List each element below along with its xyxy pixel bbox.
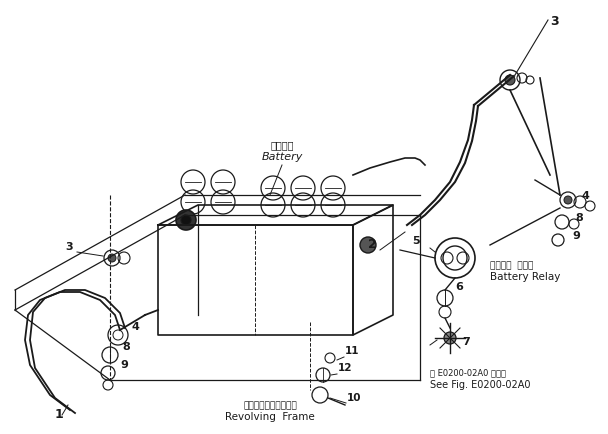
Text: 4: 4: [132, 322, 140, 332]
Circle shape: [444, 332, 456, 344]
Text: 3: 3: [550, 15, 559, 28]
Text: 8: 8: [575, 213, 582, 223]
Text: バッテリ  リレー: バッテリ リレー: [490, 261, 533, 270]
Text: バッテリ: バッテリ: [270, 140, 294, 150]
Text: See Fig. E0200-02A0: See Fig. E0200-02A0: [430, 380, 531, 390]
Text: 6: 6: [455, 282, 463, 292]
Text: 7: 7: [462, 337, 470, 347]
Text: レボルビングフレーム: レボルビングフレーム: [243, 401, 297, 410]
Text: 2: 2: [368, 238, 377, 251]
Text: 12: 12: [338, 363, 353, 373]
Circle shape: [108, 254, 116, 262]
Text: 3: 3: [65, 242, 72, 252]
Circle shape: [360, 237, 376, 253]
Text: 11: 11: [345, 346, 359, 356]
Circle shape: [181, 215, 191, 225]
Text: 5: 5: [412, 236, 420, 246]
Text: 4: 4: [582, 191, 590, 201]
Text: 図 E0200-02A0 図参照: 図 E0200-02A0 図参照: [430, 368, 506, 377]
Circle shape: [505, 75, 515, 85]
Text: 8: 8: [122, 342, 130, 352]
Circle shape: [564, 196, 572, 204]
Text: 9: 9: [572, 231, 580, 241]
Text: Revolving  Frame: Revolving Frame: [225, 412, 315, 422]
Text: 9: 9: [120, 360, 128, 370]
Text: Battery: Battery: [261, 152, 303, 162]
Text: 1: 1: [55, 408, 64, 421]
Circle shape: [176, 210, 196, 230]
Text: 10: 10: [347, 393, 362, 403]
Text: Battery Relay: Battery Relay: [490, 272, 561, 282]
